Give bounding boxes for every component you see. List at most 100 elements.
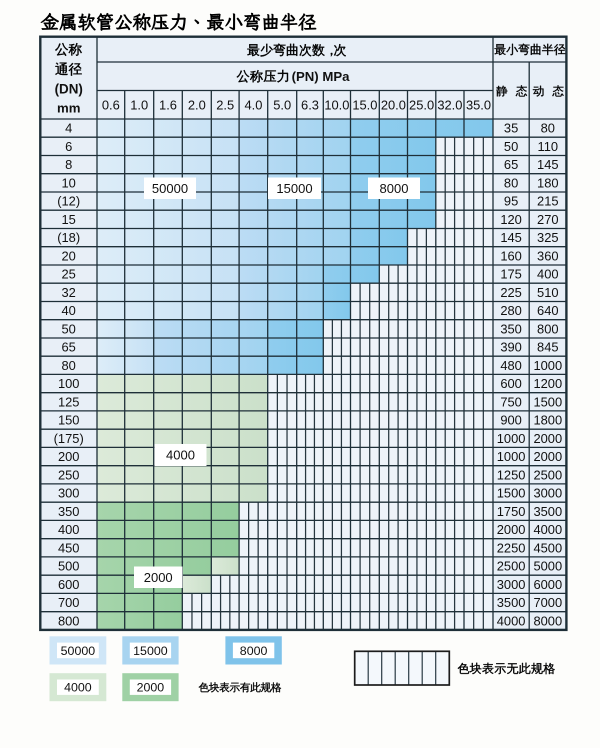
svg-text:350: 350 — [58, 504, 80, 519]
svg-text:6: 6 — [65, 139, 72, 154]
svg-text:700: 700 — [58, 595, 80, 610]
svg-text:1000: 1000 — [497, 431, 526, 446]
svg-text:32: 32 — [62, 285, 76, 300]
svg-text:1800: 1800 — [533, 413, 562, 428]
svg-text:15000: 15000 — [133, 644, 168, 658]
svg-text:325: 325 — [537, 230, 559, 245]
svg-text:2000: 2000 — [497, 522, 526, 537]
svg-text:120: 120 — [500, 212, 522, 227]
svg-text:1.0: 1.0 — [130, 98, 148, 113]
svg-text:2.0: 2.0 — [188, 98, 206, 113]
svg-text:800: 800 — [58, 613, 80, 628]
svg-text:0.6: 0.6 — [102, 98, 120, 113]
svg-text:6000: 6000 — [533, 577, 562, 592]
svg-text:80: 80 — [541, 121, 555, 136]
svg-text:8: 8 — [65, 157, 72, 172]
svg-text:4000: 4000 — [533, 522, 562, 537]
svg-text:2000: 2000 — [137, 681, 165, 695]
svg-text:3000: 3000 — [497, 577, 526, 592]
svg-text:65: 65 — [504, 157, 518, 172]
svg-text:215: 215 — [537, 194, 559, 209]
svg-text:400: 400 — [58, 522, 80, 537]
svg-text:4000: 4000 — [64, 681, 92, 695]
svg-text:80: 80 — [62, 358, 76, 373]
svg-text:5000: 5000 — [533, 559, 562, 574]
svg-text:350: 350 — [500, 321, 522, 336]
svg-text:1750: 1750 — [497, 504, 526, 519]
svg-text:110: 110 — [538, 139, 559, 154]
svg-text:8000: 8000 — [533, 613, 562, 628]
svg-text:400: 400 — [537, 267, 559, 282]
svg-text:150: 150 — [58, 413, 80, 428]
svg-text:750: 750 — [500, 394, 522, 409]
svg-text:800: 800 — [537, 321, 559, 336]
svg-text:360: 360 — [537, 248, 559, 263]
svg-text:4: 4 — [65, 121, 72, 136]
svg-text:845: 845 — [537, 340, 559, 355]
svg-text:145: 145 — [537, 157, 559, 172]
svg-text:1000: 1000 — [497, 449, 526, 464]
svg-text:145: 145 — [500, 230, 522, 245]
svg-text:35.0: 35.0 — [466, 98, 491, 113]
svg-text:5.0: 5.0 — [273, 98, 291, 113]
svg-text:4000: 4000 — [497, 613, 526, 628]
svg-text:175: 175 — [500, 267, 522, 282]
svg-text:125: 125 — [58, 394, 80, 409]
svg-text:280: 280 — [500, 303, 522, 318]
svg-text:390: 390 — [500, 340, 522, 355]
svg-text:180: 180 — [537, 176, 559, 191]
svg-text:65: 65 — [62, 340, 76, 355]
svg-text:4.0: 4.0 — [244, 98, 262, 113]
svg-text:1000: 1000 — [533, 358, 562, 373]
svg-text:250: 250 — [58, 467, 80, 482]
svg-text:10: 10 — [62, 176, 76, 191]
svg-text:6.3: 6.3 — [301, 98, 319, 113]
svg-text:225: 225 — [500, 285, 522, 300]
svg-text:(PN) MPa: (PN) MPa — [292, 69, 351, 84]
svg-text:7000: 7000 — [533, 595, 562, 610]
svg-text:510: 510 — [537, 285, 559, 300]
svg-text:160: 160 — [500, 248, 522, 263]
svg-text:4000: 4000 — [166, 448, 195, 463]
svg-text:100: 100 — [58, 376, 80, 391]
svg-text:2000: 2000 — [144, 570, 173, 585]
svg-text:40: 40 — [62, 303, 76, 318]
svg-text:500: 500 — [58, 559, 80, 574]
svg-text:15000: 15000 — [276, 181, 312, 196]
svg-text:10.0: 10.0 — [324, 98, 349, 113]
svg-text:20: 20 — [62, 248, 76, 263]
svg-text:25.0: 25.0 — [409, 98, 434, 113]
svg-text:20.0: 20.0 — [381, 98, 406, 113]
svg-text:450: 450 — [58, 540, 80, 555]
svg-text:95: 95 — [504, 194, 518, 209]
svg-text:1.6: 1.6 — [159, 98, 177, 113]
svg-text:8000: 8000 — [240, 644, 268, 658]
svg-text:1200: 1200 — [533, 376, 562, 391]
svg-text:15.0: 15.0 — [352, 98, 377, 113]
svg-text:32.0: 32.0 — [437, 98, 462, 113]
svg-text:2500: 2500 — [533, 467, 562, 482]
svg-text:(12): (12) — [57, 194, 80, 209]
svg-text:2000: 2000 — [533, 431, 562, 446]
svg-text:25: 25 — [62, 267, 76, 282]
svg-text:3500: 3500 — [497, 595, 526, 610]
svg-text:50: 50 — [504, 139, 518, 154]
svg-text:mm: mm — [57, 101, 80, 116]
svg-text:(DN): (DN) — [55, 81, 83, 96]
svg-text:300: 300 — [58, 486, 80, 501]
svg-text:1250: 1250 — [497, 467, 526, 482]
svg-text:1500: 1500 — [497, 486, 526, 501]
svg-text:4500: 4500 — [533, 540, 562, 555]
svg-text:50000: 50000 — [152, 181, 188, 196]
svg-text:50000: 50000 — [61, 644, 96, 658]
svg-text:3000: 3000 — [533, 486, 562, 501]
svg-text:(175): (175) — [54, 431, 84, 446]
svg-text:1500: 1500 — [533, 394, 562, 409]
svg-text:2500: 2500 — [497, 559, 526, 574]
svg-text:8000: 8000 — [380, 181, 409, 196]
svg-text:200: 200 — [58, 449, 80, 464]
svg-text:270: 270 — [537, 212, 559, 227]
svg-text:3500: 3500 — [533, 504, 562, 519]
svg-text:2.5: 2.5 — [216, 98, 234, 113]
svg-text:35: 35 — [504, 121, 518, 136]
